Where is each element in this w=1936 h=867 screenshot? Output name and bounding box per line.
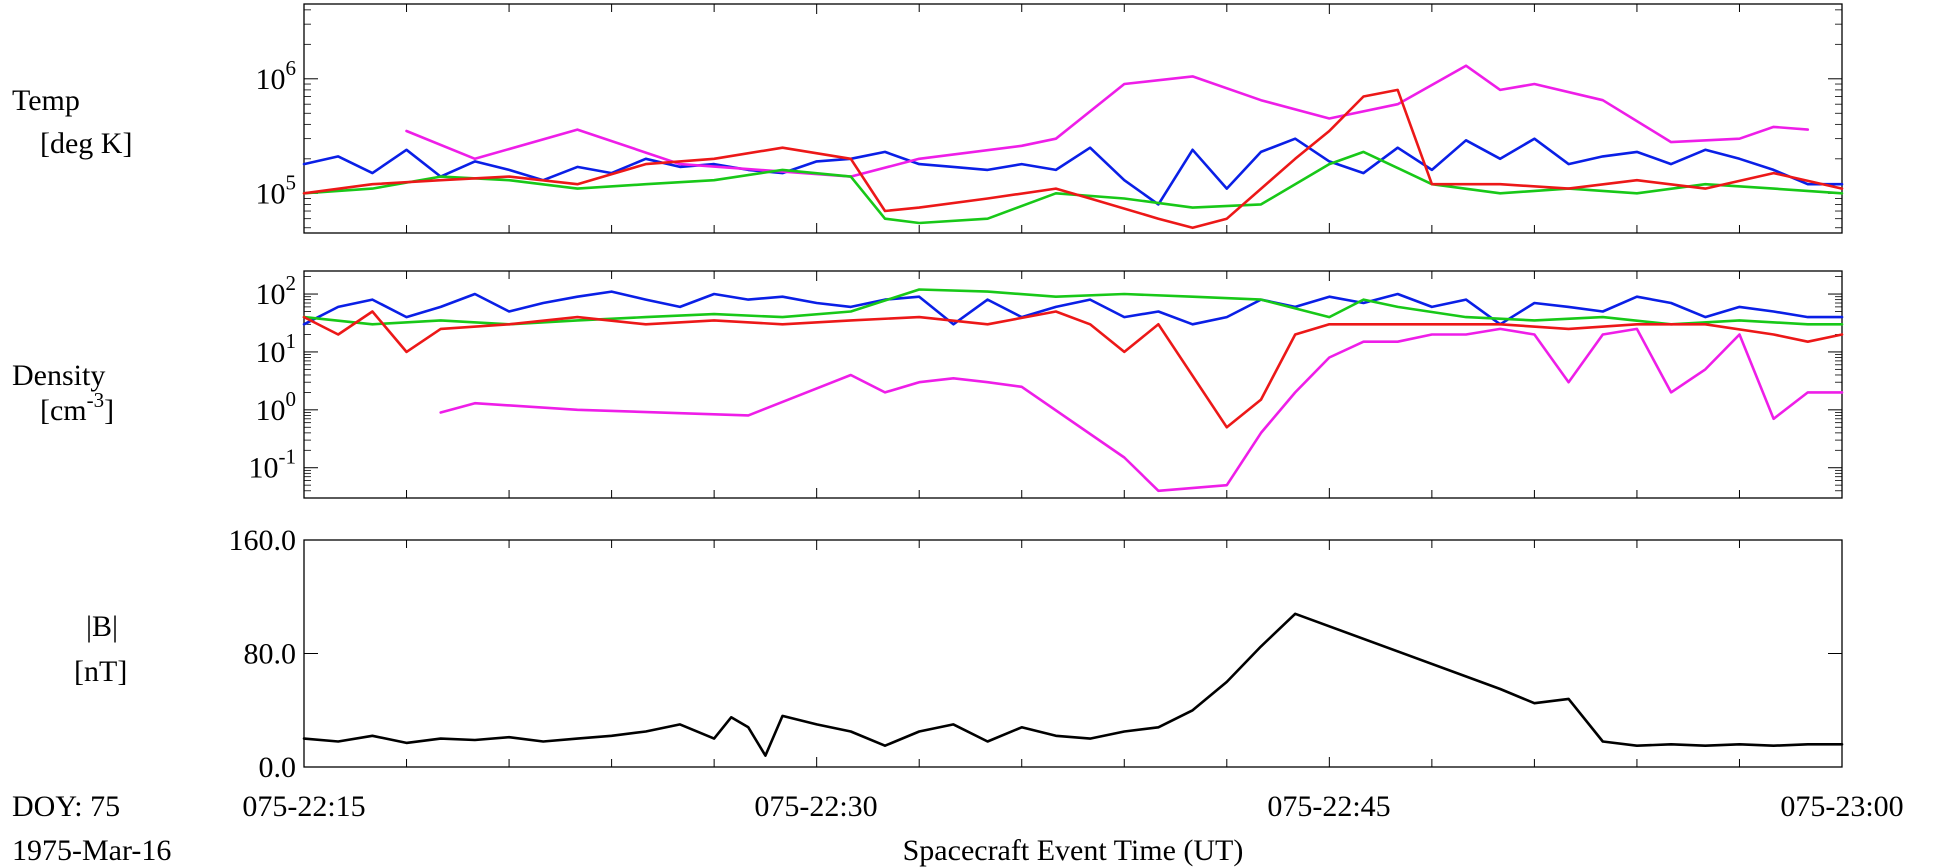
series-line-red (302, 88, 1844, 230)
series-line-magenta (439, 327, 1844, 493)
density-plot: 10-1 100 101 102 (249, 271, 1844, 499)
series-line-green (302, 288, 1844, 326)
bfield-plot: 0.0 80.0 160.0 (229, 524, 1844, 784)
y-tick-label: 106 (256, 56, 297, 96)
y-tick-label: 105 (256, 170, 297, 210)
y-tick-label: 101 (256, 329, 297, 369)
temp-label-line1: Temp (12, 84, 80, 117)
temp-plot: 105 106 (256, 4, 1844, 233)
density-panel-frame (303, 270, 1843, 499)
series-line-blue (302, 290, 1844, 326)
y-tick-label: 80.0 (244, 638, 297, 671)
doy-label: DOY: 75 (12, 790, 120, 823)
y-tick-label: 160.0 (229, 524, 297, 557)
x-tick-label: 075-23:00 (1780, 790, 1903, 823)
y-tick-label: 100 (256, 387, 297, 427)
series-line-magenta (405, 64, 1810, 178)
x-tick-label: 075-22:30 (754, 790, 877, 823)
y-tick-label: 0.0 (259, 751, 297, 784)
y-tick-label: 102 (256, 271, 297, 311)
density-label-bracket: ] (104, 394, 114, 427)
bfield-label-line2: [nT] (74, 655, 127, 688)
series-line-red (302, 310, 1844, 429)
date-label: 1975-Mar-16 (12, 834, 171, 867)
temp-label-line2: [deg K] (40, 127, 132, 160)
series-line-blue (302, 137, 1844, 206)
series-line-black (302, 612, 1844, 757)
bfield-label-line1: |B| (86, 610, 118, 643)
temp-panel-frame (303, 3, 1843, 234)
y-tick-label: 10-1 (249, 445, 297, 485)
x-axis-title: Spacecraft Event Time (UT) (903, 834, 1244, 867)
density-label-unit: [cm (40, 394, 87, 427)
density-label-line1: Density (12, 359, 105, 392)
density-label-line2: [cm-3] (40, 388, 114, 427)
x-tick-label: 075-22:45 (1267, 790, 1390, 823)
x-tick-label: 075-22:15 (242, 790, 365, 823)
series-line-green (302, 150, 1844, 225)
bfield-panel-frame (303, 539, 1843, 768)
density-label-exponent: -3 (87, 388, 105, 412)
